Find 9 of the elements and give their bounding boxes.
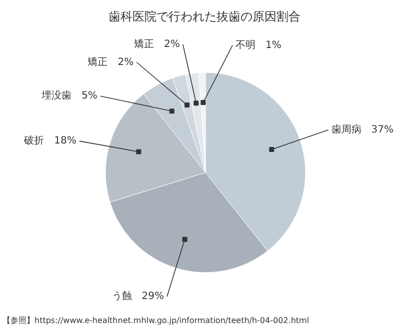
slice-label: 埋没歯 5% bbox=[40, 90, 98, 102]
slice-label: 破折 18% bbox=[23, 134, 76, 147]
slice-label: 矯正 2% bbox=[134, 38, 180, 50]
text: 【参照】https://www.e-healthnet.mhlw.go.jp/information/teeth/h-04-002.html bbox=[2, 316, 310, 325]
slice-label: 矯正 2% bbox=[88, 56, 134, 68]
slice-label: う蝕 29% bbox=[112, 290, 164, 302]
chart-title: 歯科医院で行われた抜歯の原因割合 bbox=[108, 10, 300, 24]
slice-label: 歯周病 37% bbox=[331, 123, 394, 136]
slice-label: 不明 1% bbox=[236, 40, 282, 51]
